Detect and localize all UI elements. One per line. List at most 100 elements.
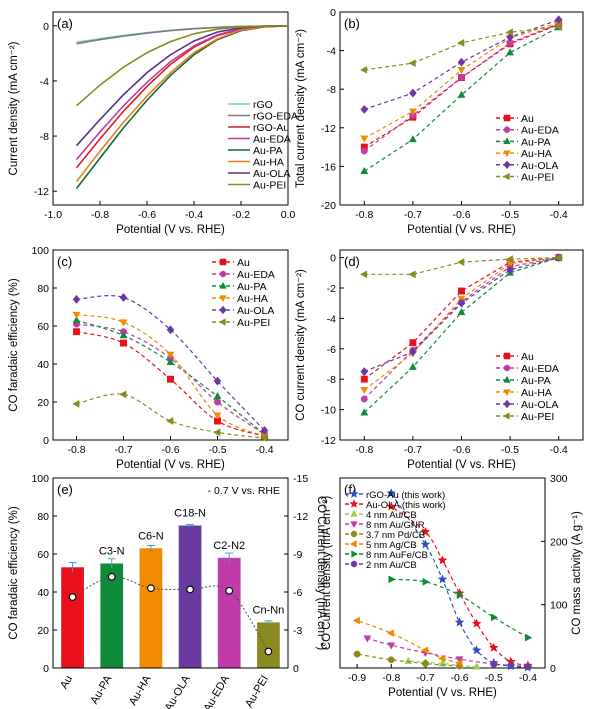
data-point-Au-PEI	[260, 434, 268, 443]
legend-marker	[503, 352, 511, 360]
legend-label: Au-EDA	[253, 134, 291, 146]
data-point-Au-OLA	[119, 292, 128, 303]
data-point-Au-HA	[119, 319, 128, 327]
series-line-4 nm Au/CB	[408, 660, 477, 668]
plot-frame	[52, 11, 289, 206]
y-tick-label: -8	[40, 131, 49, 143]
legend-marker	[502, 172, 510, 181]
y-tick-label: -2	[327, 283, 336, 295]
current-density-point	[68, 593, 77, 601]
data-point-Au-HA	[360, 135, 369, 143]
data-point-Au-PA	[166, 357, 175, 365]
panel-label: (c)	[57, 254, 72, 269]
y-tick-label: -12	[321, 435, 336, 447]
y-right-tick-label: -15	[293, 473, 308, 485]
data-point-Au-PA	[360, 166, 369, 175]
x-tick-label: 0.0	[281, 209, 296, 221]
bar-Au	[61, 567, 84, 668]
bar-Au-PA	[100, 563, 124, 668]
legend-marker	[503, 160, 511, 170]
x-axis-label: Potential (V vs. RHE)	[116, 224, 225, 236]
data-point-Au-PEI	[119, 390, 127, 399]
legend-label: 4 nm Au/CB	[366, 510, 417, 521]
bar-label: C3-N	[99, 546, 125, 558]
chart-panel-d: -0.8 -0.7 -0.6 -0.5 -0.4 -12 -10 -8 -6 -4 -2 0 Poten…	[295, 249, 584, 471]
legend-marker	[503, 114, 511, 122]
data-point-Au-PA	[457, 307, 466, 316]
data-point-8 nm AuFe/CB	[525, 633, 533, 642]
bar-label: C18-N	[174, 508, 206, 520]
data-point-Au-OLA (this work)	[488, 642, 499, 652]
y-right-tick-label: -12	[293, 511, 308, 523]
legend-label: Au-OLA	[253, 168, 290, 180]
data-point-8 nm Au/GNR	[363, 635, 372, 643]
data-point-Au-PEI	[408, 270, 416, 279]
series-line-Au-OLA	[76, 295, 265, 431]
bar-label: Cn-Nn	[253, 604, 285, 616]
y-right-tick-label: -6	[293, 587, 302, 599]
bar-Au-HA	[139, 548, 163, 668]
y-tick-label: -20	[321, 200, 336, 212]
legend-marker	[349, 489, 359, 498]
x-tick-label: -0.2	[232, 209, 250, 221]
y-tick-label: -8	[327, 84, 336, 96]
plot-frame	[339, 11, 584, 206]
category-label: Au-HA	[127, 673, 154, 708]
category-label: Au-PEI	[243, 674, 271, 709]
legend-marker	[503, 389, 511, 397]
x-tick-label: -0.7	[114, 444, 132, 456]
current-density-point	[225, 586, 234, 595]
data-point-Au-OLA (this work)	[471, 618, 482, 628]
data-point-Au-OLA	[506, 265, 514, 275]
legend-label: Au-HA	[521, 387, 552, 399]
x-tick-label: -0.4	[519, 672, 537, 684]
y-tick-label: 20	[37, 397, 49, 409]
data-point-Au	[167, 375, 174, 383]
data-point-Au-EDA	[458, 74, 465, 81]
data-point-Au-OLA	[457, 298, 466, 308]
y-tick-label: -12	[321, 123, 336, 135]
category-label: Au	[58, 674, 75, 692]
y-tick-label: -10	[321, 405, 336, 417]
bar-Au-PEI	[257, 622, 280, 668]
data-point-Au-OLA (this work)	[437, 555, 448, 565]
y-right-tick-label: -9	[293, 549, 302, 561]
condition-annotation: - 0.7 V vs. RHE	[208, 485, 280, 497]
y-tick-label: 0	[43, 21, 49, 33]
x-axis-label: Potential (V vs. RHE)	[388, 687, 497, 699]
data-point-rGO-Au (this work)	[471, 645, 482, 655]
x-tick-label: -0.7	[404, 209, 422, 221]
data-point-Au-EDA	[360, 147, 368, 155]
legend-label: Au-HA	[521, 148, 552, 160]
series-line-8 nm AuFe/CB	[391, 578, 529, 639]
data-point-Au	[409, 339, 417, 347]
plot-frame	[52, 477, 289, 669]
data-point-Au-OLA	[554, 15, 563, 25]
data-point-Au-PA	[360, 408, 369, 416]
y-left-axis-label: CO Current density (mA cm⁻²)	[321, 496, 333, 650]
data-point-Au-PEI	[72, 399, 80, 408]
series-line-Au-PEI	[75, 24, 288, 107]
legend-label: 2 nm Au/CB	[366, 560, 417, 571]
data-point-5 nm Ag/CB	[438, 654, 446, 663]
data-point-Au-PA	[72, 315, 81, 324]
y-tick-label: 60	[37, 549, 49, 561]
legend-marker	[503, 375, 511, 383]
y-tick-label: 100	[31, 245, 49, 257]
data-point-Au-PA	[457, 90, 466, 98]
x-tick-label: -0.7	[404, 444, 422, 456]
legend-label: Au-EDA	[521, 125, 559, 137]
category-label: Au-PA	[88, 673, 114, 706]
data-point-3.7 nm Pd/CB	[353, 650, 361, 658]
legend-marker	[350, 521, 358, 529]
legend-label: Au-PEI	[521, 172, 554, 184]
x-tick-label: -0.5	[501, 209, 519, 221]
data-point-Au-OLA	[360, 104, 369, 115]
y-tick-label: -4	[327, 46, 336, 58]
plot-frame	[339, 249, 584, 441]
y-tick-label: 40	[37, 587, 49, 599]
legend-label: Au-HA	[253, 157, 284, 169]
data-point-3.7 nm Pd/CB	[421, 660, 429, 667]
